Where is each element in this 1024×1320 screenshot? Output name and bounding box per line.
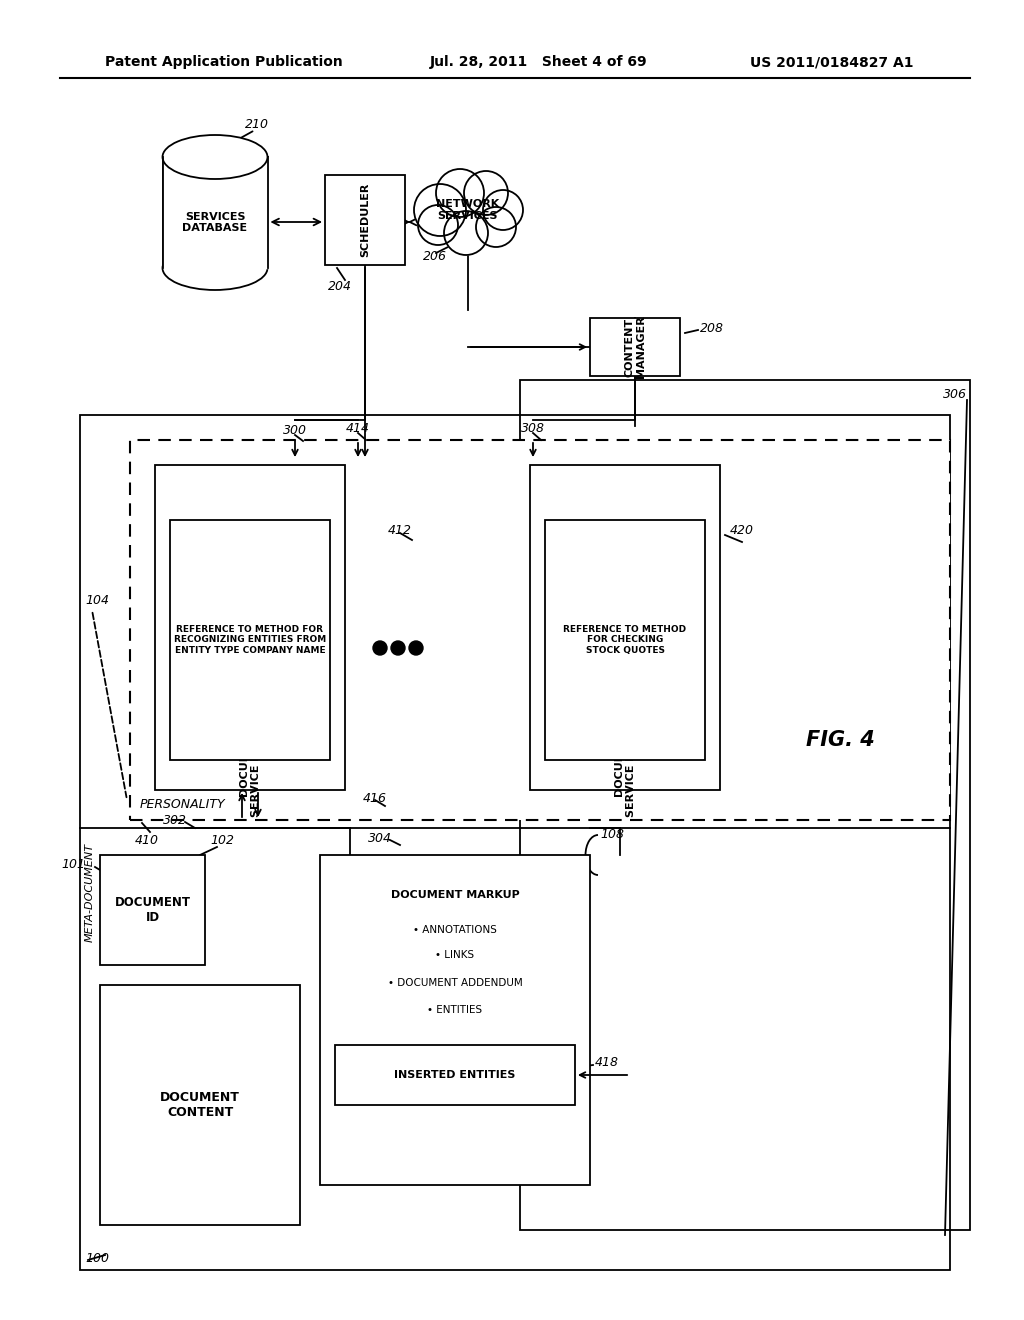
Text: 306: 306: [943, 388, 967, 401]
Bar: [100, 855, 205, 965]
Text: • DOCUMENT ADDENDUM: • DOCUMENT ADDENDUM: [388, 978, 522, 987]
Text: REFERENCE TO METHOD
FOR CHECKING
STOCK QUOTES: REFERENCE TO METHOD FOR CHECKING STOCK Q…: [563, 626, 686, 655]
Text: META-DOCUMENT: META-DOCUMENT: [85, 843, 95, 942]
Bar: [100, 985, 300, 1225]
Text: 104: 104: [85, 594, 109, 606]
Text: SERVICES
DATABASE: SERVICES DATABASE: [182, 211, 248, 234]
Circle shape: [409, 642, 423, 655]
Text: • ENTITIES: • ENTITIES: [427, 1005, 482, 1015]
Text: DOCUMENT
SERVICE REQUEST: DOCUMENT SERVICE REQUEST: [614, 702, 636, 817]
Circle shape: [444, 211, 488, 255]
Text: 412: 412: [388, 524, 412, 536]
Ellipse shape: [163, 246, 267, 290]
Text: CONTENT
MANAGER: CONTENT MANAGER: [625, 315, 646, 379]
Bar: [170, 520, 330, 760]
Bar: [163, 157, 267, 268]
Text: FIG. 4: FIG. 4: [806, 730, 874, 750]
Text: DOCUMENT
CONTENT: DOCUMENT CONTENT: [160, 1092, 240, 1119]
Circle shape: [436, 169, 484, 216]
Text: DOCUMENT
SERVICE REQUEST: DOCUMENT SERVICE REQUEST: [240, 702, 261, 817]
Text: 416: 416: [362, 792, 387, 804]
Text: 304: 304: [368, 832, 392, 845]
Text: 418: 418: [595, 1056, 618, 1069]
Circle shape: [418, 205, 458, 246]
Text: • ANNOTATIONS: • ANNOTATIONS: [413, 925, 497, 935]
Bar: [335, 1045, 575, 1105]
Bar: [130, 440, 950, 820]
Circle shape: [414, 183, 466, 236]
Text: DOCUMENT
ID: DOCUMENT ID: [115, 896, 190, 924]
Bar: [325, 176, 406, 265]
Text: NETWORK
SERVICES: NETWORK SERVICES: [436, 199, 500, 220]
Bar: [530, 465, 720, 789]
Text: PERSONALITY: PERSONALITY: [140, 799, 225, 812]
Text: 210: 210: [245, 119, 269, 132]
Text: 100: 100: [85, 1251, 109, 1265]
Text: 208: 208: [700, 322, 724, 334]
Circle shape: [373, 642, 387, 655]
Text: • LINKS: • LINKS: [435, 950, 474, 960]
Text: 302: 302: [163, 813, 187, 826]
Bar: [545, 520, 705, 760]
Bar: [520, 380, 970, 1230]
Text: Patent Application Publication: Patent Application Publication: [105, 55, 343, 69]
Text: DOCUMENT MARKUP: DOCUMENT MARKUP: [390, 890, 519, 900]
Text: 102: 102: [210, 833, 234, 846]
Bar: [319, 855, 590, 1185]
Text: 206: 206: [423, 251, 447, 264]
Text: 410: 410: [135, 833, 159, 846]
Text: 420: 420: [730, 524, 754, 536]
Circle shape: [391, 642, 406, 655]
Circle shape: [483, 190, 523, 230]
Circle shape: [464, 172, 508, 215]
Ellipse shape: [163, 135, 267, 180]
Text: REFERENCE TO METHOD FOR
RECOGNIZING ENTITIES FROM
ENTITY TYPE COMPANY NAME: REFERENCE TO METHOD FOR RECOGNIZING ENTI…: [174, 626, 326, 655]
Text: 308: 308: [521, 421, 545, 434]
Bar: [155, 465, 345, 789]
Text: 414: 414: [346, 421, 370, 434]
Text: SCHEDULER: SCHEDULER: [360, 182, 370, 257]
Bar: [80, 414, 950, 1270]
Text: US 2011/0184827 A1: US 2011/0184827 A1: [750, 55, 913, 69]
Text: 101: 101: [61, 858, 85, 871]
Text: 300: 300: [283, 424, 307, 437]
Text: 204: 204: [328, 281, 352, 293]
Text: Jul. 28, 2011   Sheet 4 of 69: Jul. 28, 2011 Sheet 4 of 69: [430, 55, 647, 69]
Text: INSERTED ENTITIES: INSERTED ENTITIES: [394, 1071, 516, 1080]
Bar: [590, 318, 680, 376]
Circle shape: [476, 207, 516, 247]
Text: 108: 108: [600, 829, 624, 842]
